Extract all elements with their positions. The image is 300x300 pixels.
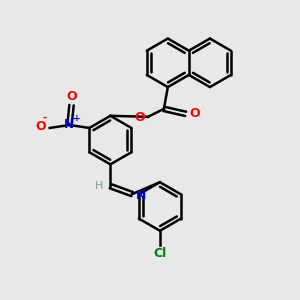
- Text: N: N: [64, 118, 74, 131]
- Text: O: O: [189, 107, 200, 120]
- Text: -: -: [43, 113, 47, 123]
- Text: O: O: [135, 111, 146, 124]
- Text: N: N: [136, 189, 146, 202]
- Text: H: H: [95, 181, 104, 191]
- Text: O: O: [35, 121, 46, 134]
- Text: O: O: [66, 90, 77, 103]
- Text: Cl: Cl: [153, 247, 167, 260]
- Text: +: +: [73, 114, 80, 123]
